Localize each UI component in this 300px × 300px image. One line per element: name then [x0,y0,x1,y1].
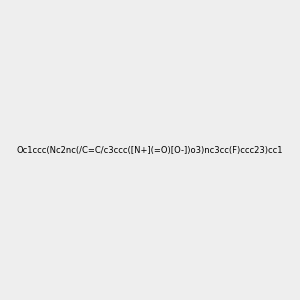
Text: Oc1ccc(Nc2nc(/C=C/c3ccc([N+](=O)[O-])o3)nc3cc(F)ccc23)cc1: Oc1ccc(Nc2nc(/C=C/c3ccc([N+](=O)[O-])o3)… [17,146,283,154]
